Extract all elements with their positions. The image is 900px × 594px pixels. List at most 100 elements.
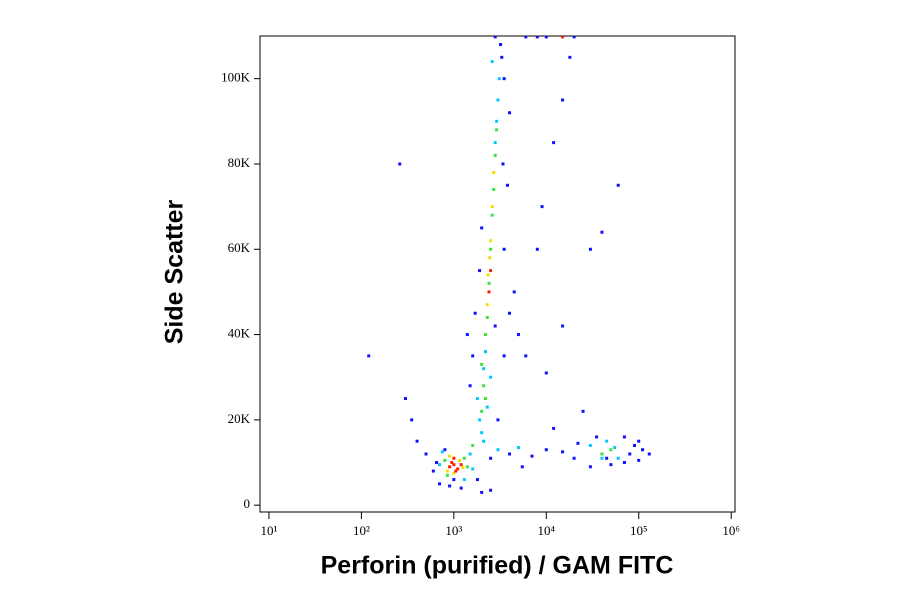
point (493, 324, 497, 328)
point (457, 458, 461, 462)
point (489, 375, 493, 379)
points (367, 36, 651, 494)
y-tick-label: 60K (228, 240, 251, 255)
point (480, 362, 484, 366)
point (471, 443, 475, 447)
point (496, 418, 500, 422)
point (489, 488, 493, 492)
point (609, 463, 613, 467)
point (572, 456, 576, 460)
point (600, 456, 604, 460)
point (490, 205, 494, 209)
point (448, 454, 452, 458)
point (468, 384, 472, 388)
point (502, 247, 506, 251)
point (613, 446, 617, 450)
x-tick-label: 10⁶ (722, 523, 740, 538)
y-tick-label: 40K (228, 326, 251, 341)
x-tick-label: 10³ (445, 523, 462, 538)
point (540, 205, 544, 209)
point (495, 128, 499, 132)
point (530, 454, 534, 458)
point (462, 456, 466, 460)
point (465, 465, 469, 469)
point (561, 36, 565, 39)
point (445, 469, 449, 473)
point (415, 439, 419, 443)
point (461, 466, 465, 470)
point (443, 458, 447, 462)
point (486, 273, 490, 277)
point (544, 36, 548, 39)
y-tick-label: 80K (228, 155, 251, 170)
y-tick-label: 20K (228, 411, 251, 426)
point (459, 486, 463, 490)
point (482, 439, 486, 443)
x-tick-label: 10² (353, 523, 370, 538)
plot-frame (259, 35, 736, 513)
point (483, 333, 487, 337)
point (475, 478, 479, 482)
x-tick-label: 10¹ (261, 523, 278, 538)
point (485, 316, 489, 320)
point (483, 350, 487, 354)
point (462, 478, 466, 482)
point (487, 290, 491, 294)
point (459, 463, 463, 467)
point (496, 448, 500, 452)
point (561, 450, 565, 454)
point (493, 36, 497, 39)
point (452, 456, 456, 460)
point (443, 448, 447, 452)
point (493, 153, 497, 157)
point (552, 141, 556, 145)
point (489, 247, 493, 251)
point (502, 354, 506, 358)
point (480, 226, 484, 230)
point (505, 183, 509, 187)
point (512, 290, 516, 294)
point (516, 333, 520, 337)
point (637, 439, 641, 443)
point (552, 426, 556, 430)
point (647, 452, 651, 456)
point (435, 461, 439, 465)
point (456, 467, 460, 471)
point (398, 162, 402, 166)
point (440, 450, 444, 454)
point (485, 303, 489, 307)
point (480, 490, 484, 494)
y-axis-title: Side Scatter (161, 199, 189, 344)
point (497, 77, 501, 81)
point (480, 431, 484, 435)
point (502, 77, 506, 81)
point (600, 230, 604, 234)
point (489, 239, 493, 243)
point (488, 256, 492, 260)
point (468, 452, 472, 456)
y-tick-label: 0 (244, 496, 251, 511)
point (628, 452, 632, 456)
point (544, 448, 548, 452)
point (424, 452, 428, 456)
point (489, 269, 493, 273)
point (576, 441, 580, 445)
point (493, 141, 497, 145)
point (605, 439, 609, 443)
point (600, 452, 604, 456)
point (492, 170, 496, 174)
point (595, 435, 599, 439)
point (448, 484, 452, 488)
point (478, 269, 482, 273)
point (508, 111, 512, 115)
point (492, 188, 496, 192)
point (501, 162, 505, 166)
point (404, 397, 408, 401)
point (471, 354, 475, 358)
point (616, 183, 620, 187)
point (438, 482, 442, 486)
point (450, 461, 454, 465)
point (637, 458, 641, 462)
point (490, 60, 494, 64)
